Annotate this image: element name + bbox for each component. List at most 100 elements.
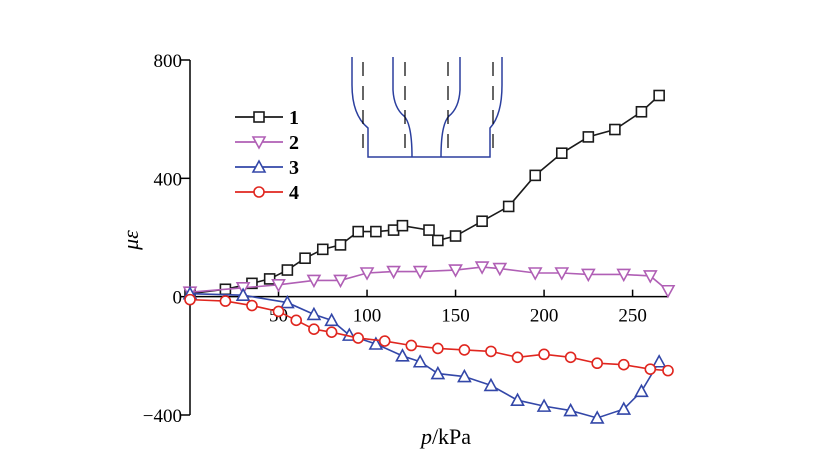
data-point (352, 225, 364, 238)
data-point (563, 402, 578, 417)
data-point (457, 368, 472, 383)
x-tick-label: 200 (530, 306, 559, 327)
data-point (263, 273, 276, 285)
data-point (333, 274, 348, 289)
series-4 (184, 293, 674, 377)
data-point (184, 293, 196, 306)
data-point (554, 267, 570, 281)
data-point (235, 287, 251, 301)
x-tick-label: 250 (618, 306, 647, 327)
data-point (502, 200, 515, 213)
y-axis-label: με (118, 230, 143, 251)
data-point (591, 357, 603, 370)
x-tick-label: 100 (353, 306, 382, 327)
data-point (306, 274, 322, 289)
legend-label: 3 (289, 157, 299, 179)
series-line (189, 266, 669, 294)
y-tick-label: 800 (154, 51, 183, 72)
data-point (582, 131, 595, 143)
y-tick-label: −400 (143, 406, 182, 427)
data-point (412, 265, 428, 280)
series-line (189, 292, 660, 419)
data-point (290, 314, 303, 327)
data-point (642, 270, 658, 284)
data-point (352, 332, 364, 344)
data-point (616, 268, 632, 283)
data-point (510, 392, 525, 407)
data-point (662, 364, 674, 377)
data-point (271, 279, 286, 293)
data-point (325, 326, 338, 338)
data-point (368, 336, 384, 350)
legend-marker (253, 111, 265, 123)
legend-entry: 4 (235, 182, 299, 204)
inset-inner-right (440, 57, 461, 158)
data-point (405, 339, 418, 352)
data-point (423, 224, 435, 236)
series-3 (182, 286, 667, 424)
data-point (359, 267, 375, 281)
data-point (651, 354, 667, 368)
data-point (306, 306, 322, 321)
x-tick-label: 150 (441, 306, 470, 327)
data-point (219, 295, 232, 307)
data-point (580, 268, 596, 283)
data-point (324, 312, 339, 327)
data-point (616, 401, 632, 415)
data-point (555, 147, 568, 159)
data-point (538, 348, 550, 361)
data-point (635, 105, 648, 118)
data-point (272, 305, 285, 318)
data-point (432, 342, 444, 355)
data-point (617, 358, 630, 371)
data-point (492, 262, 508, 277)
data-point (396, 219, 409, 232)
data-point (378, 335, 391, 347)
x-axis-label-unit: /kPa (432, 424, 471, 449)
legend-entry: 3 (235, 157, 299, 179)
data-point (334, 239, 347, 251)
y-tick-label: 0 (173, 288, 183, 309)
data-point (653, 89, 665, 102)
data-point (634, 383, 649, 398)
data-point (609, 123, 621, 136)
data-point (281, 264, 294, 276)
data-point (386, 265, 401, 280)
data-point (246, 299, 258, 312)
data-point (448, 264, 463, 278)
data-point (483, 377, 499, 392)
legend-marker (253, 186, 265, 198)
x-axis-label: p/kPa (419, 424, 471, 449)
data-point (432, 234, 444, 247)
legend-label: 2 (289, 132, 299, 154)
data-point (370, 225, 382, 238)
legend-marker (251, 159, 267, 173)
data-point (299, 252, 311, 265)
inset-outer-wall (351, 57, 503, 158)
data-point (458, 344, 471, 356)
data-point (308, 323, 320, 336)
legend-label: 4 (289, 182, 299, 204)
data-point (589, 410, 605, 424)
data-point (529, 169, 542, 182)
data-point (511, 351, 524, 364)
inset-diagram (351, 57, 503, 158)
legend: 1 2 3 4 (235, 107, 299, 204)
data-series (182, 89, 676, 424)
legend-entry: 2 (235, 132, 299, 154)
data-point (430, 365, 446, 380)
data-point (476, 215, 488, 228)
data-point (449, 230, 462, 242)
y-tick-label: 400 (154, 169, 183, 190)
legend-entry: 1 (235, 107, 299, 129)
data-point (527, 267, 543, 281)
inset-inner-left (392, 57, 413, 158)
data-point (316, 243, 329, 256)
data-point (474, 261, 490, 275)
data-point (660, 284, 676, 299)
x-axis-label-variable: p (419, 424, 432, 449)
series-2 (182, 261, 676, 300)
data-point (280, 294, 295, 309)
